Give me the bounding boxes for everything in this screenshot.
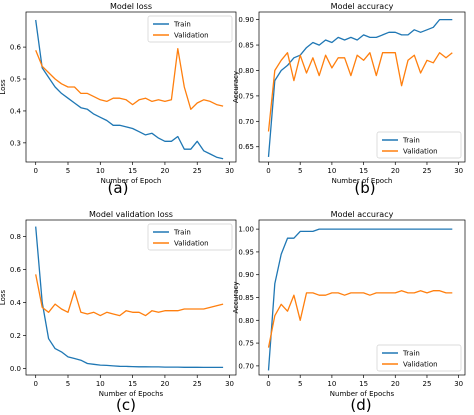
y-tick-label: 0.6 bbox=[10, 44, 22, 52]
x-tick-label: 0 bbox=[266, 167, 270, 175]
y-tick-label: 0.90 bbox=[238, 271, 254, 279]
panel-caption: (c) bbox=[116, 396, 136, 414]
y-tick-label: 0.3 bbox=[10, 139, 21, 147]
series-line-0 bbox=[267, 18, 453, 157]
panel-caption: (b) bbox=[354, 179, 375, 197]
x-tick-label: 15 bbox=[359, 167, 368, 175]
x-axis-label: Number of Epochs bbox=[330, 390, 395, 398]
x-tick-label: 30 bbox=[454, 380, 463, 388]
x-tick-label: 15 bbox=[359, 380, 368, 388]
y-tick-label: 0.8 bbox=[10, 233, 21, 241]
legend: Train Validation bbox=[147, 15, 233, 43]
y-axis-label: Accuracy bbox=[232, 71, 240, 103]
y-tick-label: 0.6 bbox=[10, 266, 22, 274]
x-tick-label: 20 bbox=[391, 380, 400, 388]
x-tick-label: 0 bbox=[266, 380, 270, 388]
x-tick-label: 5 bbox=[66, 167, 70, 175]
y-tick-label: 0.70 bbox=[238, 362, 254, 370]
x-tick-label: 25 bbox=[423, 380, 432, 388]
chart-title: Model accuracy bbox=[331, 210, 394, 219]
series-line-1 bbox=[267, 52, 453, 132]
series-line-1 bbox=[35, 48, 224, 110]
x-tick-label: 25 bbox=[423, 167, 432, 175]
chart-panel-3: Model accuracy 0 5 10 15 20 25 30 0.70 0.75 0.80 0.… bbox=[232, 210, 466, 414]
y-axis-label: Loss bbox=[0, 289, 7, 305]
y-tick-label: 0.75 bbox=[238, 92, 254, 100]
series-line-0 bbox=[35, 226, 224, 369]
series-line-0 bbox=[267, 228, 453, 371]
x-tick-label: 20 bbox=[160, 380, 169, 388]
y-tick-label: 0.65 bbox=[238, 143, 254, 151]
y-tick-label: 0.80 bbox=[238, 317, 254, 325]
y-axis-label: Accuracy bbox=[232, 282, 240, 314]
legend-label-1: Validation bbox=[174, 240, 209, 248]
plot-frame bbox=[25, 219, 237, 376]
chart-title: Model accuracy bbox=[331, 2, 394, 11]
legend-label-1: Validation bbox=[403, 148, 438, 156]
x-tick-label: 5 bbox=[66, 380, 70, 388]
y-tick-label: 0.5 bbox=[10, 76, 21, 84]
y-tick-label: 0.85 bbox=[238, 294, 254, 302]
legend-label-1: Validation bbox=[403, 361, 438, 369]
x-tick-label: 20 bbox=[160, 167, 169, 175]
x-tick-label: 5 bbox=[298, 167, 302, 175]
y-tick-label: 1.00 bbox=[238, 226, 254, 234]
y-tick-label: 0.4 bbox=[10, 299, 22, 307]
y-tick-label: 0.0 bbox=[10, 365, 21, 373]
panel-caption: (a) bbox=[108, 179, 129, 197]
x-tick-label: 25 bbox=[193, 167, 202, 175]
y-tick-label: 0.2 bbox=[10, 332, 21, 340]
y-tick-label: 0.90 bbox=[238, 16, 254, 24]
y-tick-label: 0.75 bbox=[238, 340, 254, 348]
y-axis-label: Loss bbox=[0, 79, 7, 95]
legend-label-0: Train bbox=[402, 350, 420, 358]
x-axis-label: Number of Epochs bbox=[99, 390, 164, 398]
x-tick-label: 5 bbox=[298, 380, 302, 388]
legend-label-0: Train bbox=[173, 21, 191, 29]
x-tick-label: 30 bbox=[454, 167, 463, 175]
x-tick-label: 20 bbox=[391, 167, 400, 175]
x-axis-label: Number of Epoch bbox=[101, 177, 162, 185]
y-tick-label: 0.4 bbox=[10, 107, 22, 115]
chart-panel-0: Model loss 0 5 10 15 20 25 30 0.3 0.4 0.5 0.6 Number… bbox=[0, 2, 237, 197]
series-line-0 bbox=[35, 19, 224, 160]
y-tick-label: 0.95 bbox=[238, 248, 254, 256]
x-tick-label: 10 bbox=[327, 380, 336, 388]
plot-frame bbox=[25, 11, 237, 163]
legend: Train Validation bbox=[376, 131, 462, 159]
x-axis-label: Number of Epoch bbox=[332, 177, 393, 185]
legend-label-0: Train bbox=[402, 137, 420, 145]
legend-label-1: Validation bbox=[174, 32, 209, 40]
x-tick-label: 0 bbox=[33, 380, 37, 388]
x-tick-label: 10 bbox=[96, 167, 105, 175]
x-tick-label: 10 bbox=[327, 167, 336, 175]
x-tick-label: 15 bbox=[128, 380, 137, 388]
y-tick-label: 0.70 bbox=[238, 118, 254, 126]
chart-title: Model validation loss bbox=[89, 210, 173, 219]
chart-title: Model loss bbox=[110, 2, 152, 11]
x-tick-label: 25 bbox=[193, 380, 202, 388]
series-line-1 bbox=[267, 290, 453, 348]
legend-label-0: Train bbox=[173, 229, 191, 237]
series-line-1 bbox=[35, 274, 224, 317]
panel-caption: (d) bbox=[350, 396, 371, 414]
x-tick-label: 0 bbox=[33, 167, 37, 175]
x-tick-label: 30 bbox=[225, 380, 234, 388]
plot-frame bbox=[258, 11, 466, 163]
x-tick-label: 30 bbox=[225, 167, 234, 175]
y-tick-label: 0.85 bbox=[238, 42, 254, 50]
chart-panel-1: Model accuracy 0 5 10 15 20 25 30 0.65 0.70 0.75 0.… bbox=[232, 2, 466, 197]
x-tick-label: 10 bbox=[96, 380, 105, 388]
legend: Train Validation bbox=[376, 344, 462, 372]
y-tick-label: 0.80 bbox=[238, 67, 254, 75]
x-tick-label: 15 bbox=[128, 167, 137, 175]
legend: Train Validation bbox=[147, 223, 233, 251]
chart-panel-2: Model validation loss 0 5 10 15 20 25 30 0.0 0.2 0… bbox=[0, 210, 237, 414]
